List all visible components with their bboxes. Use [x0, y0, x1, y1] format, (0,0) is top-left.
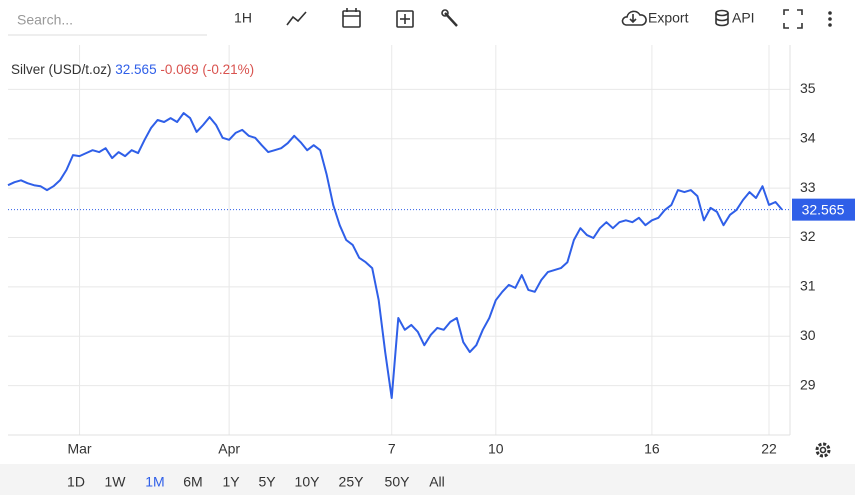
- range-button[interactable]: 1M: [145, 474, 164, 490]
- range-button[interactable]: All: [429, 474, 445, 490]
- api-icon[interactable]: [715, 9, 729, 27]
- x-tick-label: 22: [761, 441, 777, 457]
- y-tick-label: 35: [800, 80, 816, 96]
- change: -0.069: [160, 62, 198, 77]
- add-icon[interactable]: [396, 10, 414, 28]
- plot: 29 30 31 32 33 34 35 Mar Apr 7 10 16 22 32.565: [7, 45, 855, 457]
- interval-button[interactable]: 1H: [234, 10, 252, 26]
- range-button[interactable]: 25Y: [339, 474, 365, 490]
- tools-icon[interactable]: [441, 9, 458, 27]
- x-tick-label: 7: [388, 441, 396, 457]
- range-button[interactable]: 6M: [183, 474, 202, 490]
- chart-type-icon[interactable]: [286, 11, 307, 26]
- y-tick-label: 32: [800, 228, 816, 244]
- api-button[interactable]: API: [732, 10, 755, 26]
- range-button[interactable]: 1W: [105, 474, 127, 490]
- last-price-label: 32.565: [802, 201, 845, 217]
- range-button[interactable]: 1Y: [222, 474, 240, 490]
- export-button[interactable]: Export: [648, 10, 689, 26]
- settings-icon[interactable]: [815, 442, 831, 458]
- last-price-box: [792, 198, 855, 221]
- y-tick-label: 34: [800, 130, 816, 146]
- calendar-icon[interactable]: [342, 8, 361, 28]
- y-tick-label: 31: [800, 278, 816, 294]
- change-percent: (-0.21%): [202, 62, 254, 77]
- x-tick-label: Apr: [218, 441, 240, 457]
- last-value: 32.565: [115, 62, 156, 77]
- range-button[interactable]: 50Y: [385, 474, 411, 490]
- range-bar: [0, 464, 855, 495]
- chart-title: Silver (USD/t.oz): [11, 62, 112, 77]
- range-button[interactable]: 1D: [67, 474, 85, 490]
- menu-icon[interactable]: [828, 11, 832, 27]
- search-input[interactable]: Search...: [17, 12, 73, 28]
- x-tick-label: Mar: [67, 441, 91, 457]
- y-tick-label: 30: [800, 327, 816, 343]
- price-line: [7, 112, 783, 399]
- range-button[interactable]: 5Y: [258, 474, 276, 490]
- x-tick-label: 10: [488, 441, 504, 457]
- y-tick-label: 33: [800, 179, 816, 195]
- export-icon[interactable]: [621, 10, 647, 26]
- x-tick-label: 16: [644, 441, 660, 457]
- y-tick-label: 29: [800, 376, 816, 392]
- chart-header: Silver (USD/t.oz) 32.565 -0.069 (-0.21%): [11, 62, 254, 77]
- fullscreen-icon[interactable]: [783, 9, 803, 29]
- range-button[interactable]: 10Y: [295, 474, 321, 490]
